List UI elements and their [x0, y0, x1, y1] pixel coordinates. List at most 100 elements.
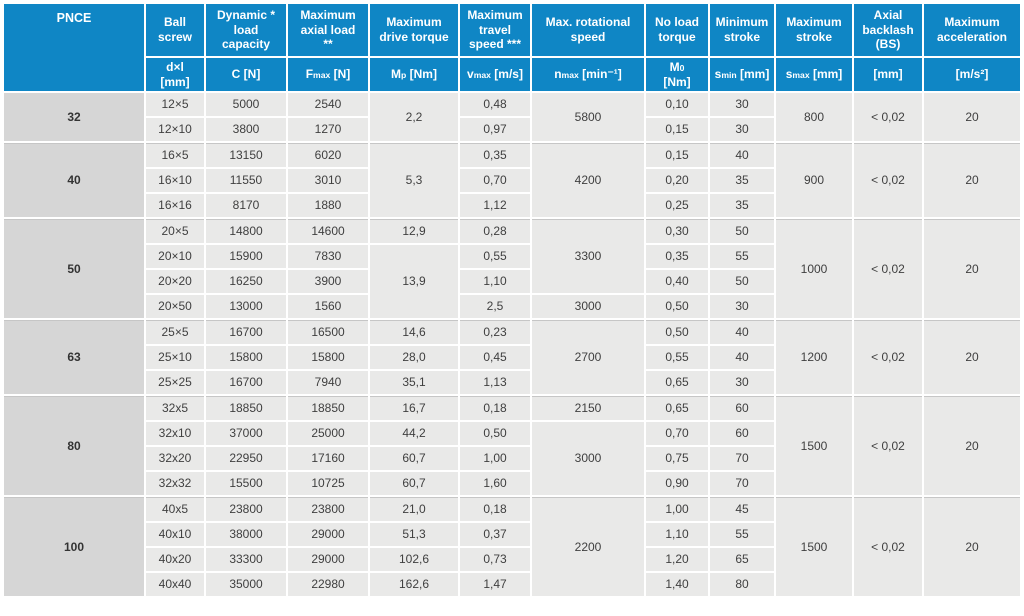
table-cell: 12×10	[146, 118, 204, 142]
table-cell: 14800	[206, 219, 286, 244]
column-header-2: Maximum axial load **	[288, 4, 368, 56]
table-cell: 15900	[206, 245, 286, 269]
table-cell: 25000	[288, 422, 368, 446]
table-cell: 22950	[206, 447, 286, 471]
column-symbol-4: vmax [m/s]	[460, 58, 530, 92]
table-cell: 1000	[776, 219, 852, 319]
column-symbol-2: Fmax [N]	[288, 58, 368, 92]
table-cell: 13150	[206, 143, 286, 168]
table-cell: 65	[710, 548, 774, 572]
pnce-size-cell: 63	[4, 320, 144, 395]
table-cell: 2,2	[370, 93, 458, 142]
table-row: 12×10 3800 1270 0,97 0,15 30	[4, 118, 1020, 142]
table-cell: 0,15	[646, 118, 708, 142]
table-cell: 0,55	[646, 346, 708, 370]
table-cell: 0,37	[460, 523, 530, 547]
size-group-63: 63 25×5 16700 16500 14,6 0,23 2700 0,50 40 1200 < …	[4, 320, 1020, 395]
table-cell: 0,23	[460, 320, 530, 345]
table-cell: 0,90	[646, 472, 708, 496]
table-cell: 0,48	[460, 93, 530, 117]
table-cell: 20×10	[146, 245, 204, 269]
size-group-100: 100 40x5 23800 23800 21,0 0,18 2200 1,00 45 1500 <…	[4, 497, 1020, 597]
table-cell: 25×10	[146, 346, 204, 370]
table-cell: 2540	[288, 93, 368, 117]
table-cell: 0,10	[646, 93, 708, 117]
table-cell: 80	[710, 573, 774, 597]
table-cell: 10725	[288, 472, 368, 496]
table-cell: 1,13	[460, 371, 530, 395]
table-row: 40x20 33300 29000 102,6 0,73 1,20 65	[4, 548, 1020, 572]
table-cell: 28,0	[370, 346, 458, 370]
table-cell: 25×25	[146, 371, 204, 395]
pnce-size-cell: 40	[4, 143, 144, 218]
table-cell: 0,50	[646, 295, 708, 319]
table-cell: 0,50	[646, 320, 708, 345]
column-header-3: Maximum drive torque	[370, 4, 458, 56]
table-cell: 1560	[288, 295, 368, 319]
table-cell: 40x5	[146, 497, 204, 522]
table-cell: 22980	[288, 573, 368, 597]
table-cell: 0,15	[646, 143, 708, 168]
table-cell: 0,30	[646, 219, 708, 244]
table-row: 32x20 22950 17160 60,7 1,00 0,75 70	[4, 447, 1020, 471]
table-cell: 20	[924, 219, 1020, 319]
table-cell: 16700	[206, 371, 286, 395]
column-symbol-10: [m/s²]	[924, 58, 1020, 92]
table-cell: 0,40	[646, 270, 708, 294]
table-cell: 60,7	[370, 472, 458, 496]
table-row: 25×10 15800 15800 28,0 0,45 0,55 40	[4, 346, 1020, 370]
table-cell: 51,3	[370, 523, 458, 547]
table-cell: 7830	[288, 245, 368, 269]
header-row-symbols: d×l [mm] C [N] Fmax [N] Mp [Nm] vmax [m/s] nma…	[4, 58, 1020, 92]
table-cell: < 0,02	[854, 143, 922, 218]
table-cell: 20	[924, 497, 1020, 597]
table-cell: 0,75	[646, 447, 708, 471]
column-header-0: Ball screw	[146, 4, 204, 56]
table-cell: 2,5	[460, 295, 530, 319]
table-cell: 16700	[206, 320, 286, 345]
table-cell: 0,70	[460, 169, 530, 193]
table-row: 16×10 11550 3010 0,70 0,20 35	[4, 169, 1020, 193]
table-cell: 70	[710, 447, 774, 471]
table-row: 20×20 16250 3900 1,10 0,40 50	[4, 270, 1020, 294]
table-cell: 20	[924, 320, 1020, 395]
table-cell: 15800	[288, 346, 368, 370]
column-symbol-6: M0 [Nm]	[646, 58, 708, 92]
table-cell: 0,18	[460, 396, 530, 421]
table-cell: 45	[710, 497, 774, 522]
table-cell: 0,50	[460, 422, 530, 446]
table-cell: 18850	[288, 396, 368, 421]
table-row: 40x40 35000 22980 162,6 1,47 1,40 80	[4, 573, 1020, 597]
table-cell: 16,7	[370, 396, 458, 421]
table-row: 40x10 38000 29000 51,3 0,37 1,10 55	[4, 523, 1020, 547]
table-cell: 12×5	[146, 93, 204, 117]
table-row: 50 20×5 14800 14600 12,9 0,28 3300 0,30 50 1000 < …	[4, 219, 1020, 319]
table-cell: 2700	[532, 320, 644, 395]
table-cell: 1500	[776, 497, 852, 597]
table-cell: 33300	[206, 548, 286, 572]
table-row: 32x32 15500 10725 60,7 1,60 0,90 70	[4, 472, 1020, 496]
column-header-pnce: PNCE	[4, 4, 144, 92]
table-cell: 12,9	[370, 219, 458, 244]
pnce-size-cell: 32	[4, 93, 144, 142]
table-cell: 1,20	[646, 548, 708, 572]
table-cell: 6020	[288, 143, 368, 168]
table-cell: 16×16	[146, 194, 204, 218]
table-cell: 0,97	[460, 118, 530, 142]
table-cell: 1,10	[646, 523, 708, 547]
table-cell: 0,55	[460, 245, 530, 269]
table-cell: 30	[710, 93, 774, 117]
column-header-6: No load torque	[646, 4, 708, 56]
table-cell: 3010	[288, 169, 368, 193]
column-header-4: Maximum travel speed ***	[460, 4, 530, 56]
table-cell: 0,28	[460, 219, 530, 244]
table-cell: 7940	[288, 371, 368, 395]
table-cell: 15800	[206, 346, 286, 370]
table-cell: 2200	[532, 497, 644, 597]
table-cell: 3800	[206, 118, 286, 142]
table-cell: 14600	[288, 219, 368, 244]
table-cell: < 0,02	[854, 93, 922, 142]
size-group-32: 32 12×5 5000 2540 2,2 0,48 5800 0,10 30 800 < 0,02…	[4, 93, 1020, 142]
table-cell: < 0,02	[854, 219, 922, 319]
table-cell: 29000	[288, 548, 368, 572]
